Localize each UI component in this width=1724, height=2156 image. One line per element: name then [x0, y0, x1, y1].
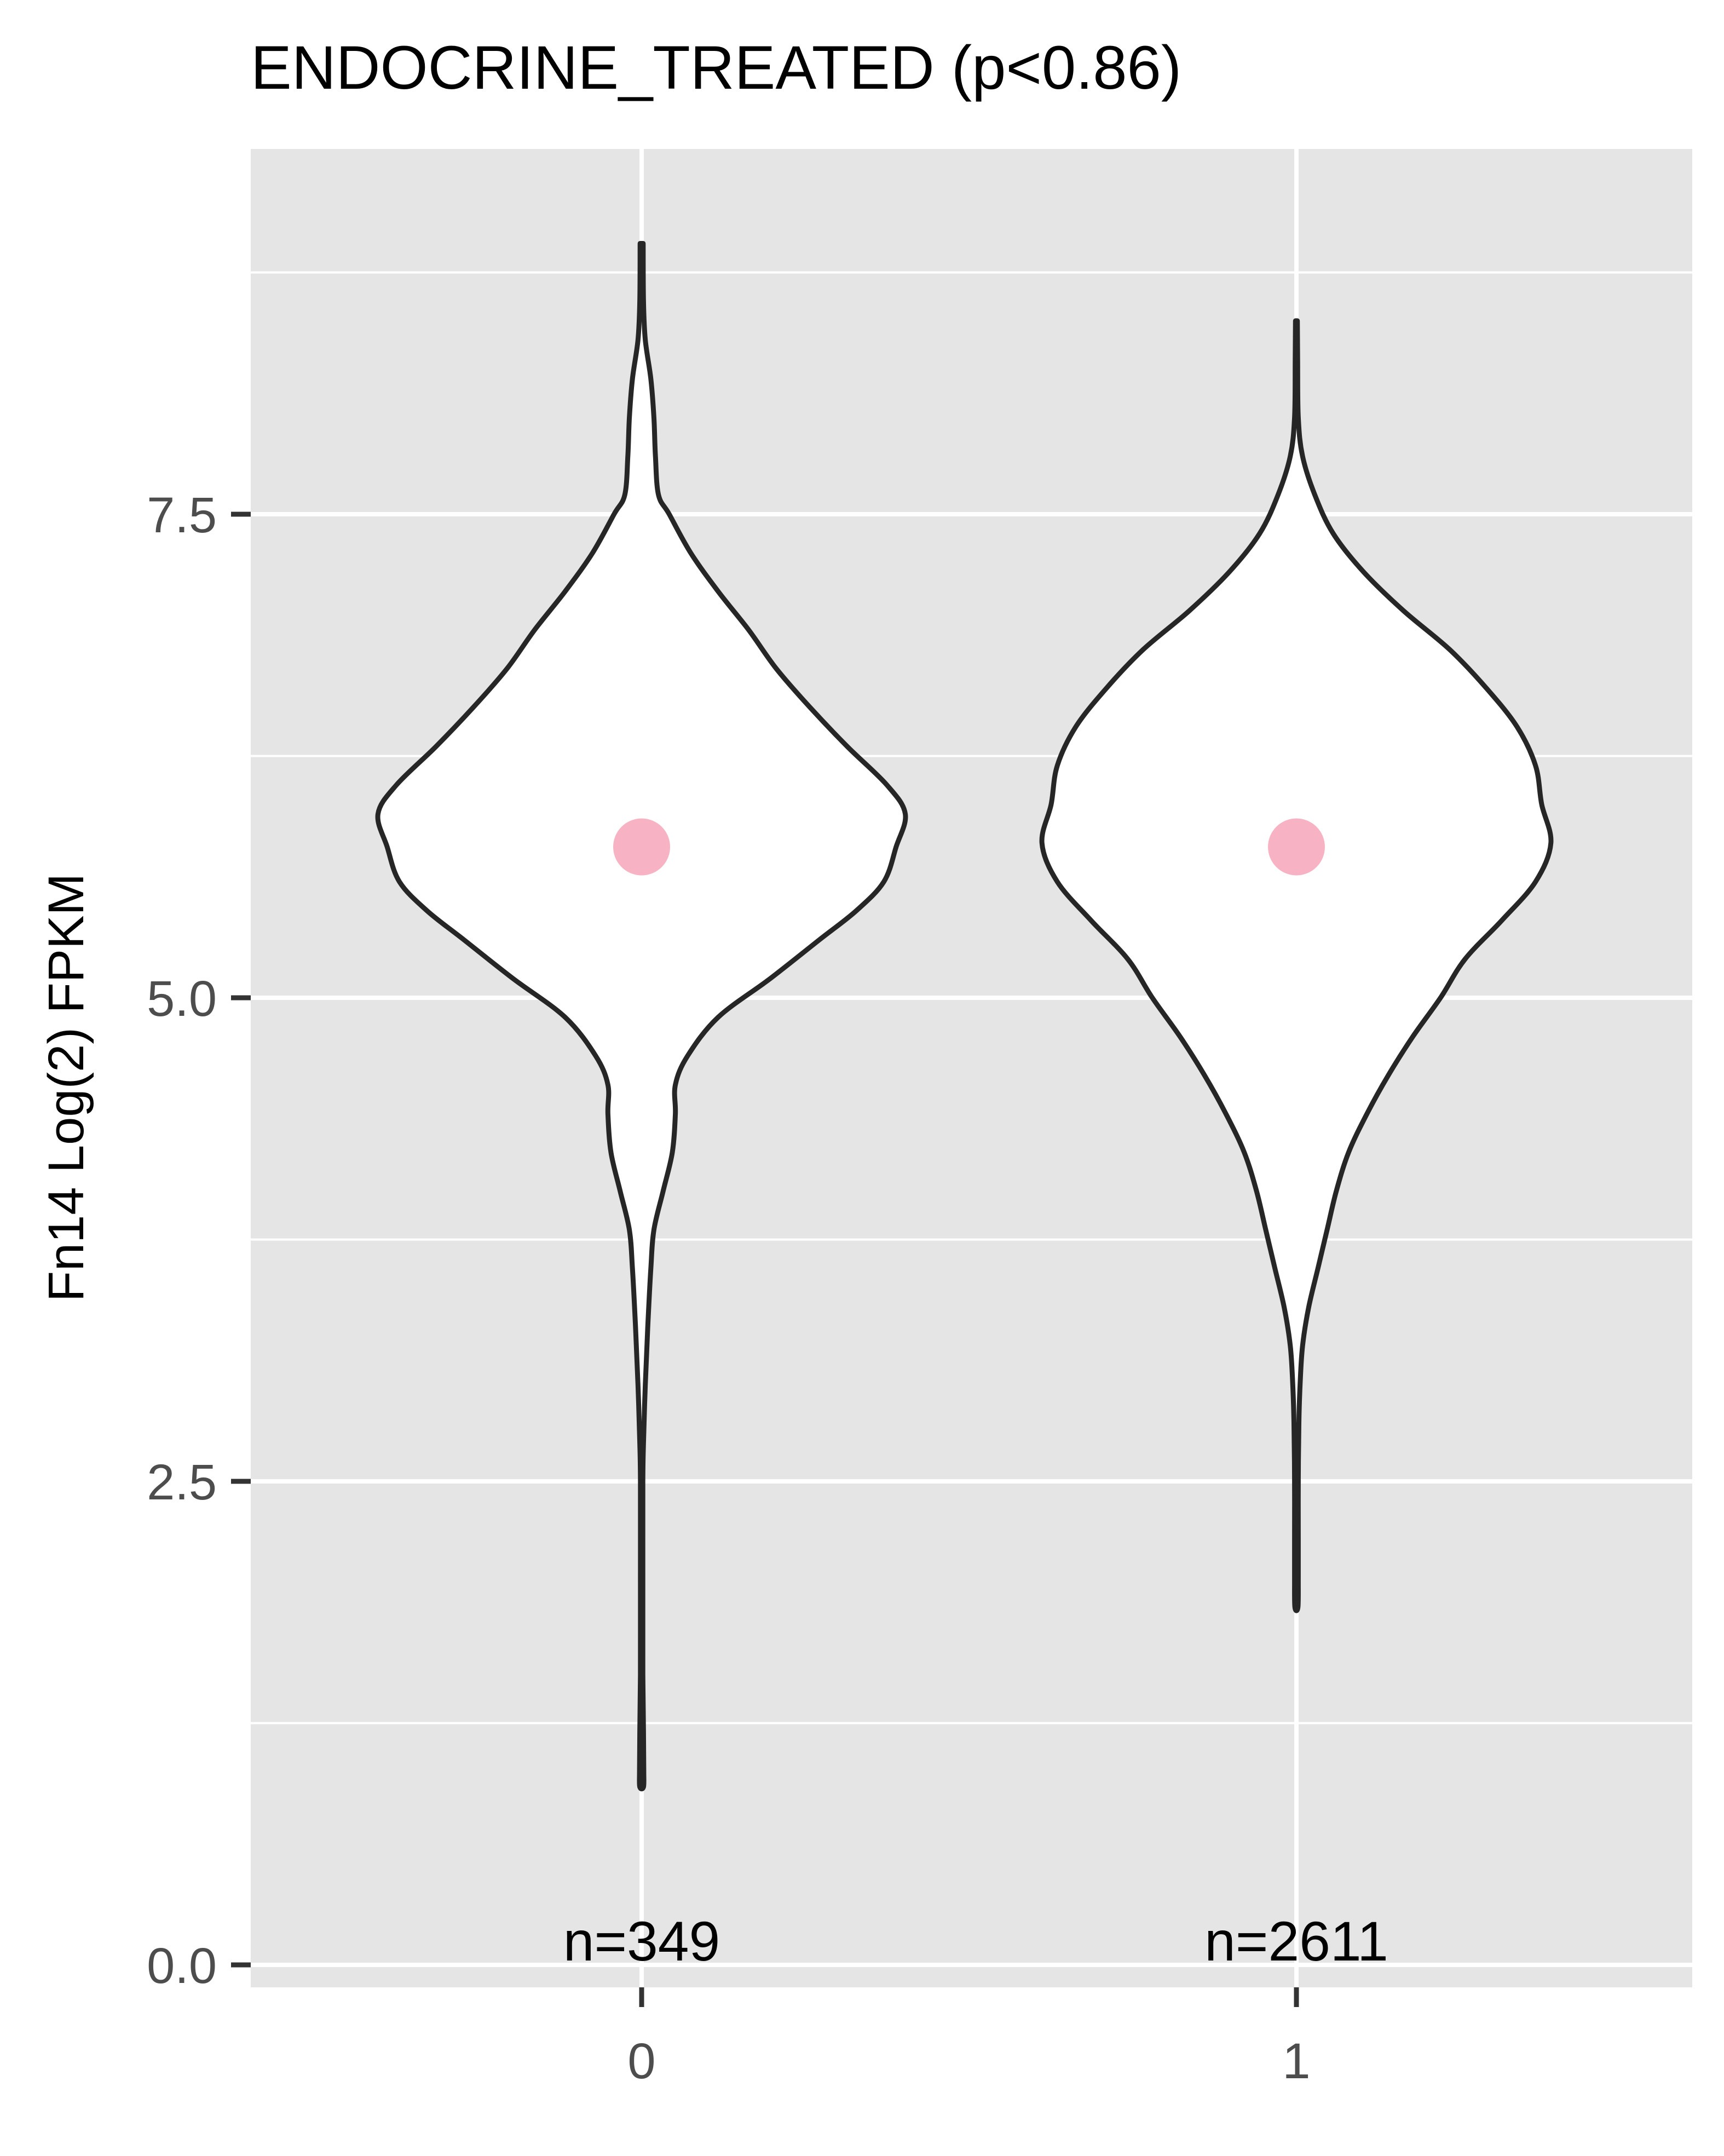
- median-points: [613, 818, 1325, 876]
- plot-panel: [251, 149, 1692, 1987]
- x-tick-label: 0: [627, 2033, 655, 2089]
- n-label-1: n=2611: [1204, 1910, 1388, 1973]
- y-axis: 0.0 2.5 5.0 7.5: [147, 487, 251, 1994]
- violin-1: [1039, 318, 1554, 1613]
- median-point-1: [1268, 818, 1325, 876]
- x-tick-label: 1: [1282, 2033, 1310, 2089]
- violins: [375, 241, 1554, 1792]
- y-tick-label: 7.5: [147, 487, 217, 543]
- median-point-0: [613, 818, 670, 876]
- y-tick-label: 0.0: [147, 1938, 217, 1994]
- n-label-0: n=349: [563, 1910, 720, 1973]
- chart-title: ENDOCRINE_TREATED (p<0.86): [251, 33, 1181, 102]
- violin-0: [375, 241, 908, 1792]
- sample-size-labels: n=349 n=2611: [563, 1910, 1388, 1973]
- y-tick-label: 5.0: [147, 971, 217, 1027]
- y-axis-title: Fn14 Log(2) FPKM: [38, 873, 94, 1302]
- y-tick-label: 2.5: [147, 1454, 217, 1510]
